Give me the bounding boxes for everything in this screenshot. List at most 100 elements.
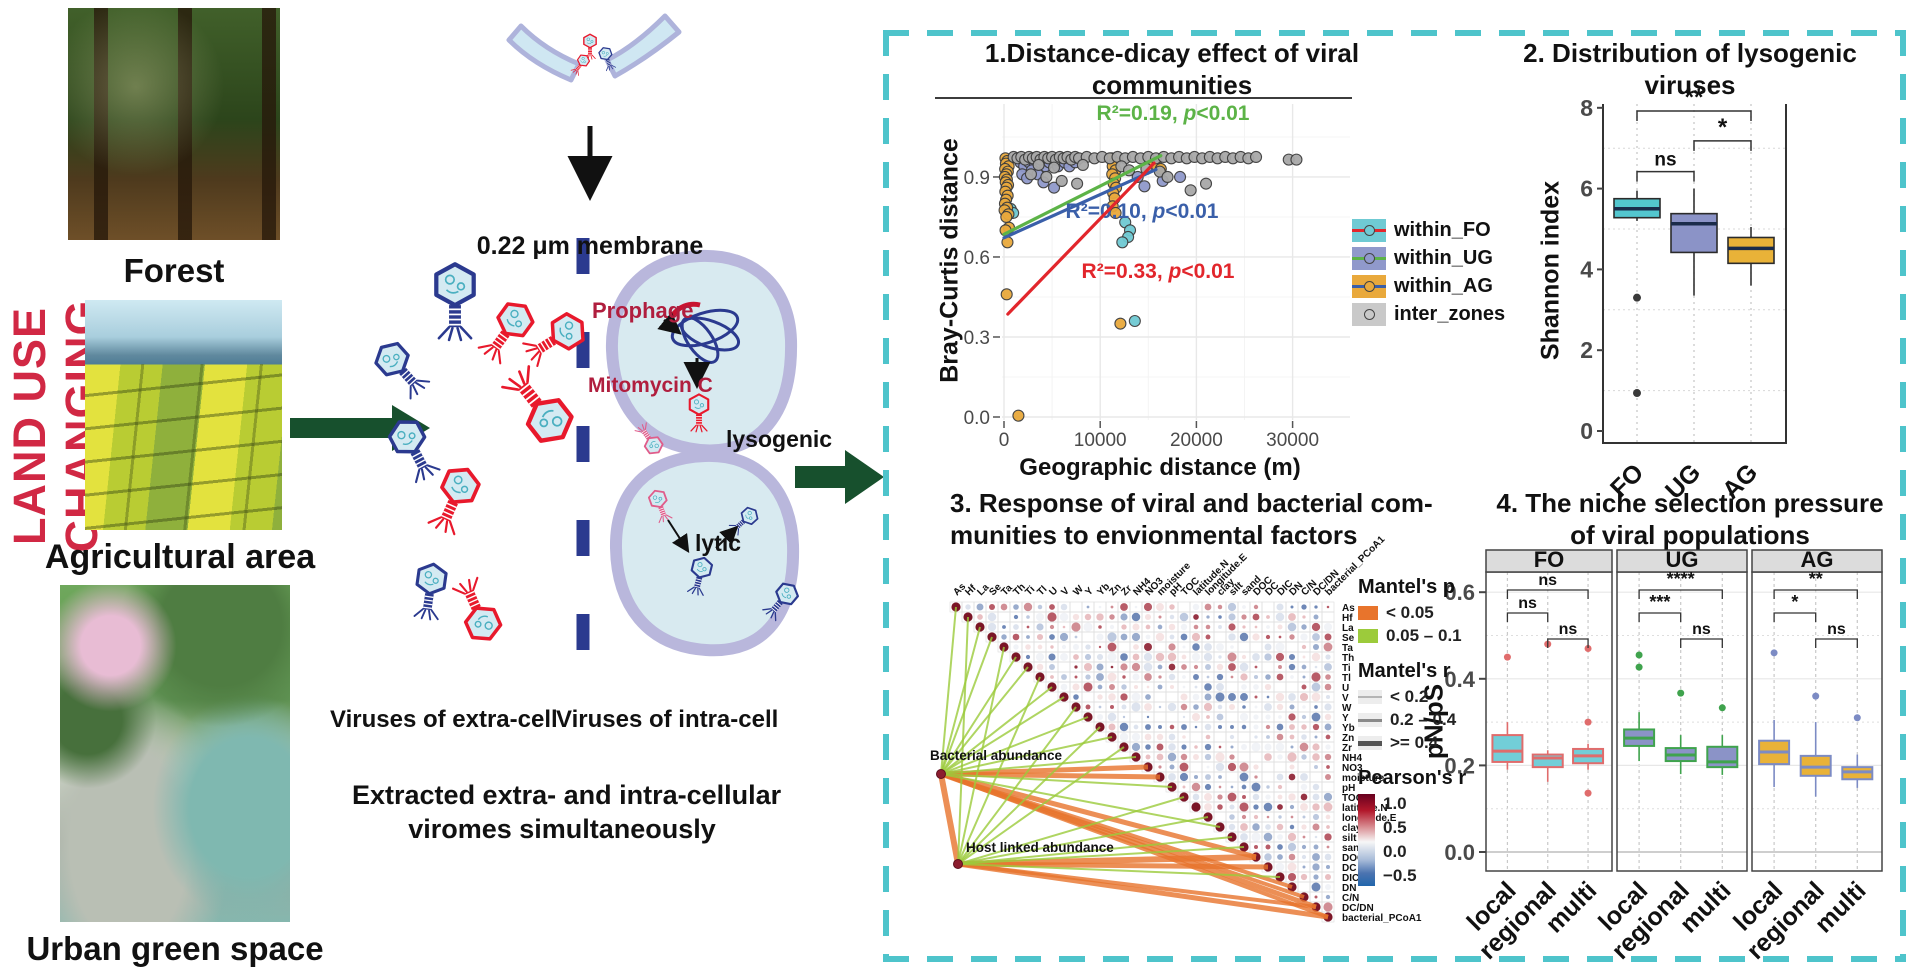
svg-text:FO: FO (1534, 547, 1565, 572)
forest-label: Forest (123, 252, 225, 289)
mantel-nodes (936, 769, 963, 869)
svg-text:0.3: 0.3 (964, 328, 990, 349)
box-FO-regional (1531, 640, 1564, 782)
svg-text:silt: silt (1342, 833, 1357, 844)
panel2-title-line1: 2. Distribution of lysogenic (1523, 38, 1857, 68)
facet-strip-FO (1485, 549, 1613, 573)
svg-text:V: V (1059, 585, 1072, 598)
svg-text:**: ** (1809, 569, 1823, 589)
significance-UG-1-2: ns (1680, 621, 1723, 648)
svg-text:DOC: DOC (1342, 853, 1364, 864)
lytic-label: lytic (695, 530, 742, 556)
svg-text:30000: 30000 (1266, 430, 1319, 451)
box-FO (1613, 190, 1661, 398)
svg-text:moisture: moisture (1342, 773, 1385, 784)
svg-text:20000: 20000 (1170, 430, 1223, 451)
panel2-title-line2: viruses (1644, 70, 1736, 100)
panel4-title-line2: of viral populations (1570, 520, 1810, 550)
svg-text:Zn: Zn (1342, 733, 1354, 744)
panel4-y-axis: 0.6 0.4 0.2 0.0 (1444, 580, 1486, 865)
svg-text:***: *** (1649, 592, 1670, 612)
panel1-title-line1: 1.Distance-dicay effect of viral (984, 38, 1360, 68)
box-UG-local (1623, 651, 1656, 762)
svg-text:C/N: C/N (1342, 893, 1359, 904)
svg-text:W: W (1342, 703, 1352, 714)
svg-text:Ta: Ta (1342, 643, 1353, 654)
agricultural-photo (85, 300, 282, 530)
svg-text:TOC: TOC (1342, 793, 1363, 804)
svg-text:La: La (1342, 623, 1354, 634)
panel3-title-line2: munities to envionmental factors (950, 520, 1358, 550)
significance-UG-0-1: *** (1638, 592, 1682, 622)
results-frame-left (883, 30, 889, 962)
box-UG (1670, 188, 1718, 296)
significance-AG-0-1: * (1773, 592, 1817, 622)
svg-text:ns: ns (1692, 621, 1711, 638)
box-UG-regional (1664, 689, 1697, 775)
svg-text:DN: DN (1342, 883, 1356, 894)
results-frame-top (883, 30, 1906, 36)
svg-text:0.2: 0.2 (1444, 753, 1475, 778)
svg-text:As: As (1342, 603, 1355, 614)
mantel-edges (938, 606, 1329, 920)
box-AG-multi (1841, 714, 1874, 788)
significance-FO-1-2: ns (1547, 621, 1589, 648)
flow-arrow-right (795, 450, 884, 504)
svg-text:Ti: Ti (1342, 663, 1351, 674)
intra-cell-label: Viruses of intra-cell (556, 706, 779, 733)
svg-text:AG: AG (1801, 547, 1834, 572)
svg-text:Th: Th (1342, 653, 1354, 664)
panel1-y-axis: 0.0 0.3 0.6 0.9 (964, 168, 1000, 429)
svg-text:ns: ns (1518, 595, 1537, 612)
box-AG-regional (1799, 692, 1832, 797)
svg-text:6: 6 (1580, 176, 1593, 202)
urban-green-photo (60, 585, 290, 922)
significance-UG-0-2: **** (1638, 569, 1723, 600)
regression-line-within_UG (1002, 154, 1163, 236)
svg-text:ns: ns (1538, 572, 1557, 589)
facet-strip-AG (1751, 549, 1883, 573)
svg-text:Zr: Zr (1342, 743, 1352, 754)
mitomycin-label: Mitomycin C (588, 374, 713, 397)
svg-text:Se: Se (1342, 633, 1355, 644)
box-AG (1727, 226, 1775, 286)
svg-text:*: * (1718, 114, 1728, 141)
svg-text:clay: clay (1342, 823, 1362, 834)
legend-item-within_AG: within_AG (1352, 275, 1505, 298)
agricultural-label: Agricultural area (44, 538, 316, 576)
svg-text:0.9: 0.9 (964, 168, 990, 189)
panel2-y-axis: 8 6 4 2 0 (1580, 95, 1603, 444)
legend-item-within_FO: within_FO (1352, 219, 1505, 242)
svg-text:0: 0 (1580, 418, 1593, 444)
svg-text:****: **** (1667, 569, 1695, 589)
significance-AG-0-2: ** (1773, 569, 1858, 600)
caption-line2: viromes simultaneously (408, 814, 716, 844)
svg-text:*: * (1791, 592, 1798, 612)
svg-text:4: 4 (1580, 256, 1593, 282)
results-frame-bottom (883, 956, 1906, 962)
panel3-title-line1: 3. Response of viral and bacterial com- (950, 488, 1433, 518)
regression-line-within_AG (1002, 167, 1158, 240)
svg-text:0.6: 0.6 (1444, 580, 1475, 605)
svg-text:Yb: Yb (1342, 723, 1355, 734)
svg-text:0.0: 0.0 (964, 408, 990, 429)
significance-FO-UG: ns (1636, 150, 1695, 182)
panel2-ylabel: Shannon index (1536, 180, 1565, 361)
svg-text:bacterial_PCoA1: bacterial_PCoA1 (1342, 913, 1422, 924)
lysogenic-cell (605, 249, 798, 458)
box-UG-multi (1706, 704, 1739, 775)
scatter-legend: within_FO within_UG within_AG inter_zones (1352, 219, 1505, 331)
legend-item-within_UG: within_UG (1352, 247, 1505, 270)
svg-text:0: 0 (999, 430, 1010, 451)
svg-text:0.4: 0.4 (1444, 667, 1475, 692)
svg-text:UG: UG (1666, 547, 1699, 572)
r2-label-within_UG: R²=0.19, p<0.01 (1097, 102, 1250, 125)
